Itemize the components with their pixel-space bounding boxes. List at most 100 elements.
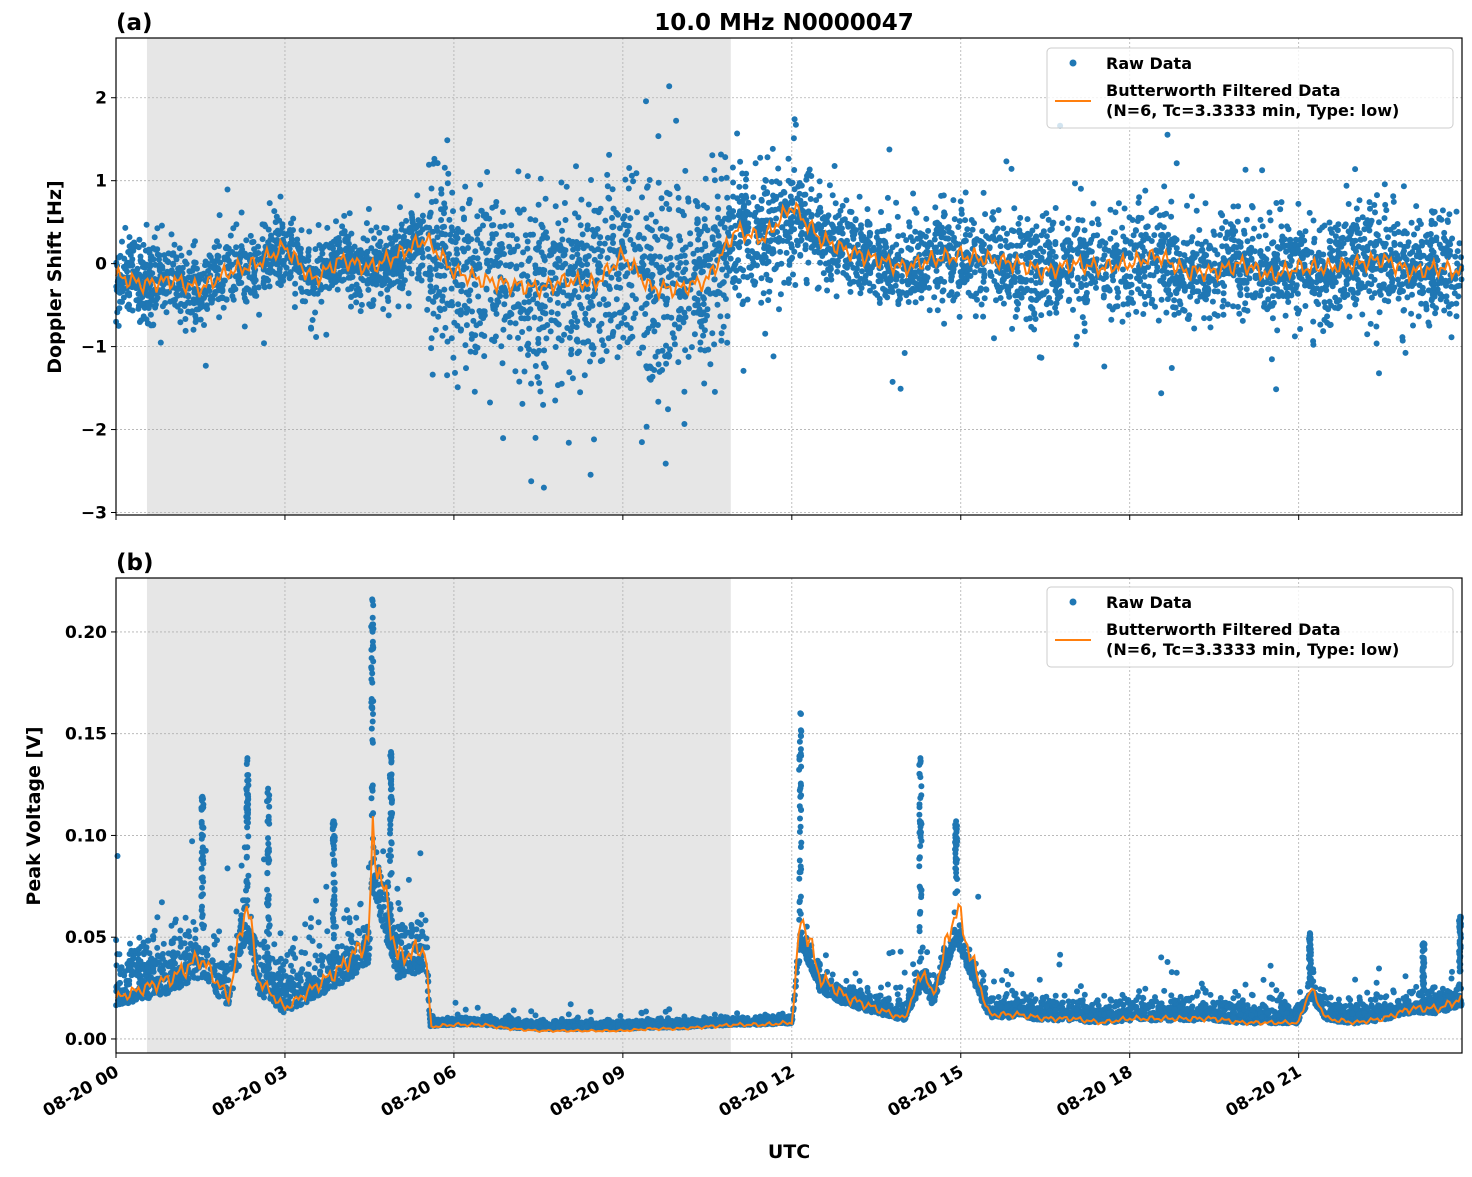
raw-data-point	[136, 244, 142, 250]
raw-data-point	[1090, 201, 1096, 207]
raw-data-point	[766, 289, 772, 295]
raw-data-point	[941, 192, 947, 198]
raw-data-point	[1119, 225, 1125, 231]
raw-data-point	[1449, 334, 1455, 340]
raw-data-point	[339, 223, 345, 229]
raw-data-point	[1074, 288, 1080, 294]
raw-data-point	[895, 214, 901, 220]
raw-data-point	[816, 250, 822, 256]
raw-data-point	[655, 399, 661, 405]
raw-data-point	[348, 304, 354, 310]
raw-data-point	[1238, 240, 1244, 246]
raw-data-point	[957, 218, 963, 224]
raw-data-point	[1414, 225, 1420, 231]
raw-data-point	[117, 299, 123, 305]
raw-data-point	[1147, 272, 1153, 278]
raw-data-point	[644, 424, 650, 430]
raw-data-point	[1287, 254, 1293, 260]
raw-data-point	[229, 293, 235, 299]
raw-data-point	[639, 194, 645, 200]
raw-data-point	[1221, 283, 1227, 289]
raw-data-point	[528, 381, 534, 387]
raw-data-point	[387, 235, 393, 241]
raw-data-point	[1295, 311, 1301, 317]
raw-data-point	[1203, 296, 1209, 302]
raw-data-point	[119, 239, 125, 245]
raw-data-point	[1207, 315, 1213, 321]
raw-data-point	[458, 328, 464, 334]
raw-data-point	[549, 309, 555, 315]
raw-data-point	[1235, 219, 1241, 225]
raw-data-point	[538, 176, 544, 182]
raw-data-point	[533, 435, 539, 441]
raw-data-point	[1417, 282, 1423, 288]
raw-data-point	[765, 154, 771, 160]
raw-data-point	[1272, 253, 1278, 259]
raw-data-point	[1441, 230, 1447, 236]
raw-data-point	[182, 316, 188, 322]
raw-data-point	[126, 302, 132, 308]
raw-data-point	[1356, 282, 1362, 288]
raw-data-point	[423, 271, 429, 277]
raw-data-point	[715, 194, 721, 200]
raw-data-point	[1327, 220, 1333, 226]
raw-data-point	[697, 319, 703, 325]
raw-data-point	[294, 241, 300, 247]
raw-data-point	[1157, 278, 1163, 284]
raw-data-point	[580, 274, 586, 280]
raw-data-point	[990, 209, 996, 215]
raw-data-point	[1368, 281, 1374, 287]
raw-data-point	[1221, 255, 1227, 261]
raw-data-point	[462, 184, 468, 190]
raw-data-point	[759, 255, 765, 261]
raw-data-point	[1058, 288, 1064, 294]
raw-data-point	[439, 263, 445, 269]
raw-data-point	[559, 381, 565, 387]
raw-data-point	[954, 242, 960, 248]
raw-data-point	[323, 332, 329, 338]
raw-data-point	[1410, 323, 1416, 329]
raw-data-point	[151, 256, 157, 262]
raw-data-point	[561, 303, 567, 309]
raw-data-point	[445, 171, 451, 177]
raw-data-point	[935, 307, 941, 313]
raw-data-point	[1284, 223, 1290, 229]
raw-data-point	[631, 315, 637, 321]
raw-data-point	[541, 361, 547, 367]
raw-data-point	[505, 232, 511, 238]
raw-data-point	[676, 207, 682, 213]
raw-data-point	[882, 274, 888, 280]
raw-data-point	[1101, 293, 1107, 299]
raw-data-point	[317, 257, 323, 263]
raw-data-point	[777, 249, 783, 255]
raw-data-point	[718, 338, 724, 344]
raw-data-point	[586, 202, 592, 208]
raw-data-point	[1203, 200, 1209, 206]
raw-data-point	[667, 242, 673, 248]
raw-data-point	[136, 237, 142, 243]
raw-data-point	[1248, 245, 1254, 251]
raw-data-point	[1125, 312, 1131, 318]
raw-data-point	[568, 328, 574, 334]
raw-data-point	[963, 190, 969, 196]
raw-data-point	[655, 133, 661, 139]
raw-data-point	[580, 340, 586, 346]
raw-data-point	[648, 212, 654, 218]
raw-data-point	[311, 291, 317, 297]
raw-data-point	[715, 206, 721, 212]
raw-data-point	[324, 258, 330, 264]
raw-data-point	[472, 349, 478, 355]
raw-data-point	[470, 261, 476, 267]
raw-data-point	[1333, 240, 1339, 246]
raw-data-point	[516, 379, 522, 385]
raw-data-point	[857, 194, 863, 200]
raw-data-point	[848, 289, 854, 295]
raw-data-point	[749, 256, 755, 262]
raw-data-point	[605, 255, 611, 261]
raw-data-point	[348, 231, 354, 237]
raw-data-point	[330, 256, 336, 262]
raw-data-point	[1381, 285, 1387, 291]
raw-data-point	[1128, 255, 1134, 261]
